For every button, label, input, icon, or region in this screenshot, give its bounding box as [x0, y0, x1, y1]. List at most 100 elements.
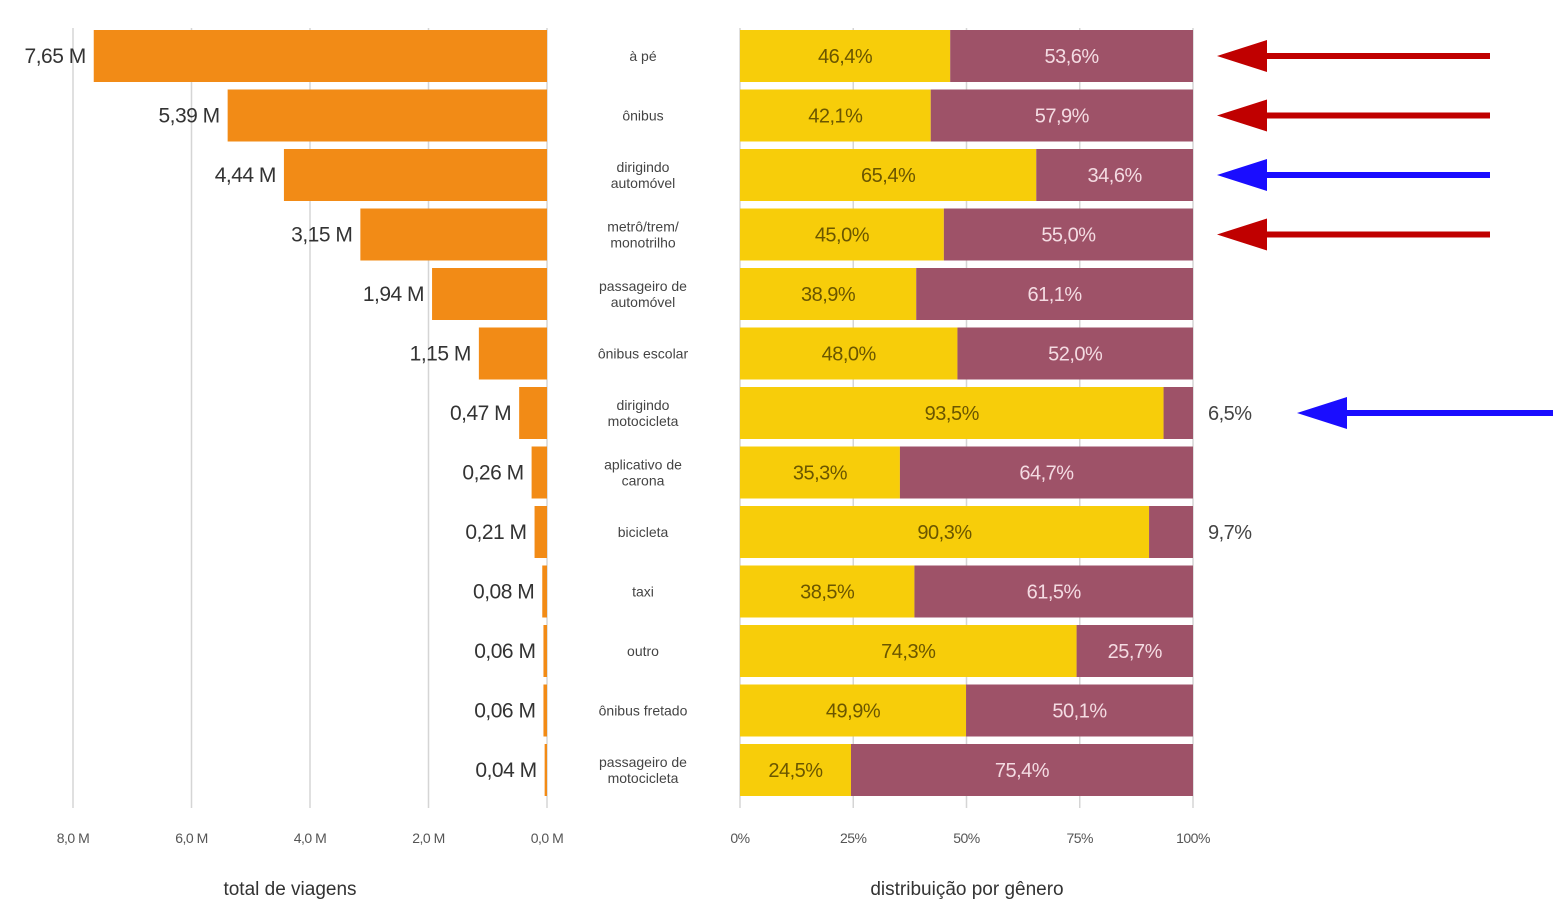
male-segment — [1163, 387, 1193, 439]
left-tick-label: 2,0 M — [412, 830, 445, 846]
female-segment — [740, 684, 967, 737]
female-segment — [740, 208, 944, 261]
right-tick-label: 100% — [1176, 830, 1210, 846]
annotation-arrow — [1217, 40, 1490, 72]
right-tick-label: 75% — [1066, 830, 1093, 846]
female-share-label: 45,0% — [815, 225, 870, 247]
male-segment — [914, 565, 1193, 618]
category-label: dirigindo — [617, 397, 670, 413]
category-label: automóvel — [611, 294, 676, 310]
trips-bar — [543, 625, 547, 677]
male-share-label: 52,0% — [1048, 344, 1103, 366]
trips-value-label: 0,21 M — [465, 521, 526, 544]
male-share-label: 53,6% — [1044, 46, 1099, 68]
gender-distribution-bars: 46,4% 53,6% 42,1% 57,9% 65,4% 34,6% 45,0% 55,0%… — [740, 30, 1253, 796]
female-segment — [740, 506, 1150, 558]
left-axis-title: total de viagens — [223, 879, 356, 900]
female-share-label: 90,3% — [917, 522, 972, 544]
male-segment — [957, 327, 1193, 380]
trips-value-label: 0,26 M — [462, 462, 523, 485]
category-label: outro — [627, 643, 659, 659]
trips-value-label: 0,06 M — [474, 700, 535, 723]
trips-bar — [534, 506, 547, 558]
female-share-label: 35,3% — [793, 463, 848, 485]
category-label: ônibus — [622, 108, 663, 124]
female-segment — [740, 565, 915, 618]
right-tick-label: 50% — [953, 830, 980, 846]
trips-value-label: 0,47 M — [450, 402, 511, 425]
trips-bar — [531, 446, 547, 499]
arrow-head — [1217, 99, 1267, 132]
female-share-label: 46,4% — [818, 46, 873, 68]
male-share-label: 61,1% — [1027, 284, 1082, 306]
female-share-label: 48,0% — [822, 344, 877, 366]
female-segment — [740, 625, 1077, 677]
trips-value-label: 5,39 M — [158, 105, 219, 128]
category-label: monotrilho — [610, 235, 676, 251]
annotation-arrow — [1217, 159, 1490, 191]
trips-bar — [544, 744, 547, 796]
right-tick-label: 25% — [840, 830, 867, 846]
trips-bar — [227, 89, 547, 142]
trips-value-label: 1,94 M — [363, 283, 424, 306]
category-label: motocicleta — [608, 770, 679, 786]
male-share-label: 55,0% — [1041, 225, 1096, 247]
category-label: dirigindo — [617, 159, 670, 175]
category-label: ônibus escolar — [598, 346, 689, 362]
category-label: motocicleta — [608, 413, 679, 429]
left-tick-label: 4,0 M — [294, 830, 327, 846]
annotation-arrows — [1217, 40, 1553, 429]
female-segment — [740, 89, 931, 142]
category-label: passageiro de — [599, 754, 687, 770]
female-share-label: 24,5% — [768, 760, 823, 782]
male-share-label: 64,7% — [1019, 463, 1074, 485]
male-share-label: 57,9% — [1035, 106, 1090, 128]
category-label: carona — [622, 473, 665, 489]
trips-bar — [360, 208, 547, 261]
left-tick-label: 6,0 M — [175, 830, 208, 846]
female-segment — [740, 446, 900, 499]
female-share-label: 38,9% — [801, 284, 856, 306]
trips-bar — [519, 387, 547, 439]
male-segment — [930, 89, 1193, 142]
male-segment — [1149, 506, 1193, 558]
trips-value-label: 3,15 M — [291, 224, 352, 247]
annotation-arrow — [1217, 218, 1490, 251]
right-axis-ticks: 0% 25% 50% 75% 100% — [730, 830, 1210, 846]
male-segment — [950, 30, 1193, 82]
male-segment — [1036, 149, 1193, 201]
female-segment — [740, 268, 917, 320]
arrow-head — [1217, 218, 1267, 251]
male-segment — [1076, 625, 1193, 677]
male-share-label: 50,1% — [1052, 701, 1107, 723]
female-segment — [740, 30, 951, 82]
male-segment — [850, 744, 1193, 796]
category-labels: à pé ônibus dirigindo automóvel metrô/trem/m… — [598, 48, 689, 786]
female-share-label: 93,5% — [925, 403, 980, 425]
female-segment — [740, 149, 1037, 201]
left-tick-label: 8,0 M — [57, 830, 90, 846]
trips-bar — [542, 565, 547, 618]
category-label: metrô/trem/ — [607, 219, 679, 235]
trips-bar — [283, 149, 547, 201]
trips-value-label: 0,04 M — [475, 759, 536, 782]
male-segment — [943, 208, 1193, 261]
female-share-label: 49,9% — [826, 701, 881, 723]
female-share-label: 74,3% — [881, 641, 936, 663]
annotation-arrow — [1297, 397, 1553, 429]
category-label: passageiro de — [599, 278, 687, 294]
male-segment — [899, 446, 1193, 499]
female-share-label: 38,5% — [800, 582, 855, 604]
category-label: bicicleta — [618, 524, 669, 540]
category-label: à pé — [629, 48, 656, 64]
male-share-label: 25,7% — [1108, 641, 1163, 663]
right-tick-label: 0% — [730, 830, 749, 846]
male-share-label: 61,5% — [1027, 582, 1082, 604]
trips-bar — [432, 268, 547, 320]
male-share-label: 9,7% — [1208, 522, 1252, 544]
arrow-head — [1217, 159, 1267, 191]
male-share-label: 75,4% — [995, 760, 1050, 782]
arrow-head — [1297, 397, 1347, 429]
left-axis-ticks: 8,0 M 6,0 M 4,0 M 2,0 M 0,0 M — [57, 830, 564, 846]
